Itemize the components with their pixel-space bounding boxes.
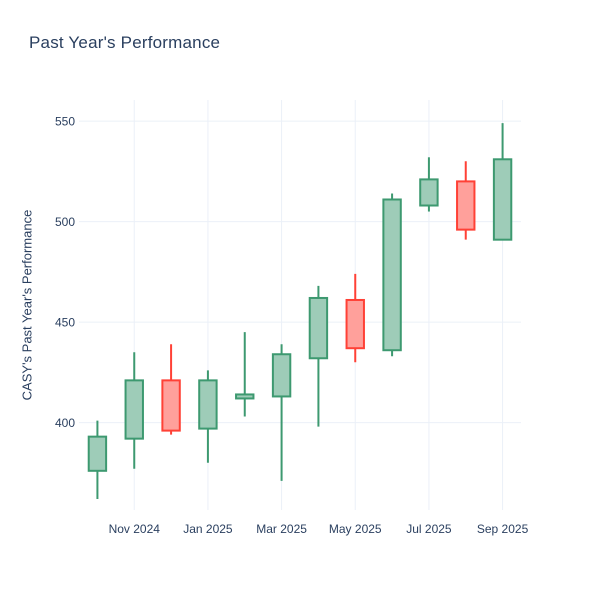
candle-jan-2025[interactable] <box>198 370 218 463</box>
candle-feb-2025[interactable] <box>235 332 255 417</box>
x-tick-label: May 2025 <box>329 522 382 536</box>
candle-body <box>308 296 329 360</box>
candle-body <box>124 379 144 440</box>
candle-body <box>456 180 476 231</box>
candle-oct-2024[interactable] <box>87 420 108 499</box>
candle-may-2025[interactable] <box>345 273 365 363</box>
candle-jun-2025[interactable] <box>382 193 402 357</box>
candle-body <box>161 379 181 432</box>
candle-dec-2024[interactable] <box>161 344 181 435</box>
candle-body <box>492 158 513 241</box>
y-tick-label: 500 <box>55 215 75 229</box>
candle-body <box>235 393 255 400</box>
tick-labels: Nov 2024 Jan 2025 Mar 2025 May 2025 Jul 2025… <box>55 115 529 536</box>
candle-sep-2025[interactable] <box>492 123 513 241</box>
candle-body <box>198 379 218 430</box>
x-tick-label: Mar 2025 <box>256 522 307 536</box>
candle-layer <box>87 123 513 499</box>
candle-nov-2024[interactable] <box>124 352 144 469</box>
y-tick-label: 550 <box>55 115 75 129</box>
candle-body <box>382 198 402 352</box>
candle-apr-2025[interactable] <box>308 285 329 427</box>
x-tick-label: Jul 2025 <box>406 522 452 536</box>
x-tick-label: Sep 2025 <box>477 522 529 536</box>
candle-body <box>345 298 365 350</box>
candle-mar-2025[interactable] <box>271 344 292 481</box>
chart-title: Past Year's Performance <box>29 33 221 52</box>
candle-aug-2025[interactable] <box>456 161 476 240</box>
x-tick-label: Jan 2025 <box>183 522 233 536</box>
plot-area[interactable] <box>79 100 521 510</box>
y-tick-label: 450 <box>55 316 75 330</box>
y-tick-label: 400 <box>55 416 75 430</box>
candle-body <box>87 435 108 472</box>
y-axis-title: CASY's Past Year's Performance <box>19 209 35 401</box>
candle-jul-2025[interactable] <box>419 157 439 212</box>
x-tick-label: Nov 2024 <box>109 522 161 536</box>
candle-body <box>419 178 439 207</box>
candle-body <box>271 353 292 398</box>
